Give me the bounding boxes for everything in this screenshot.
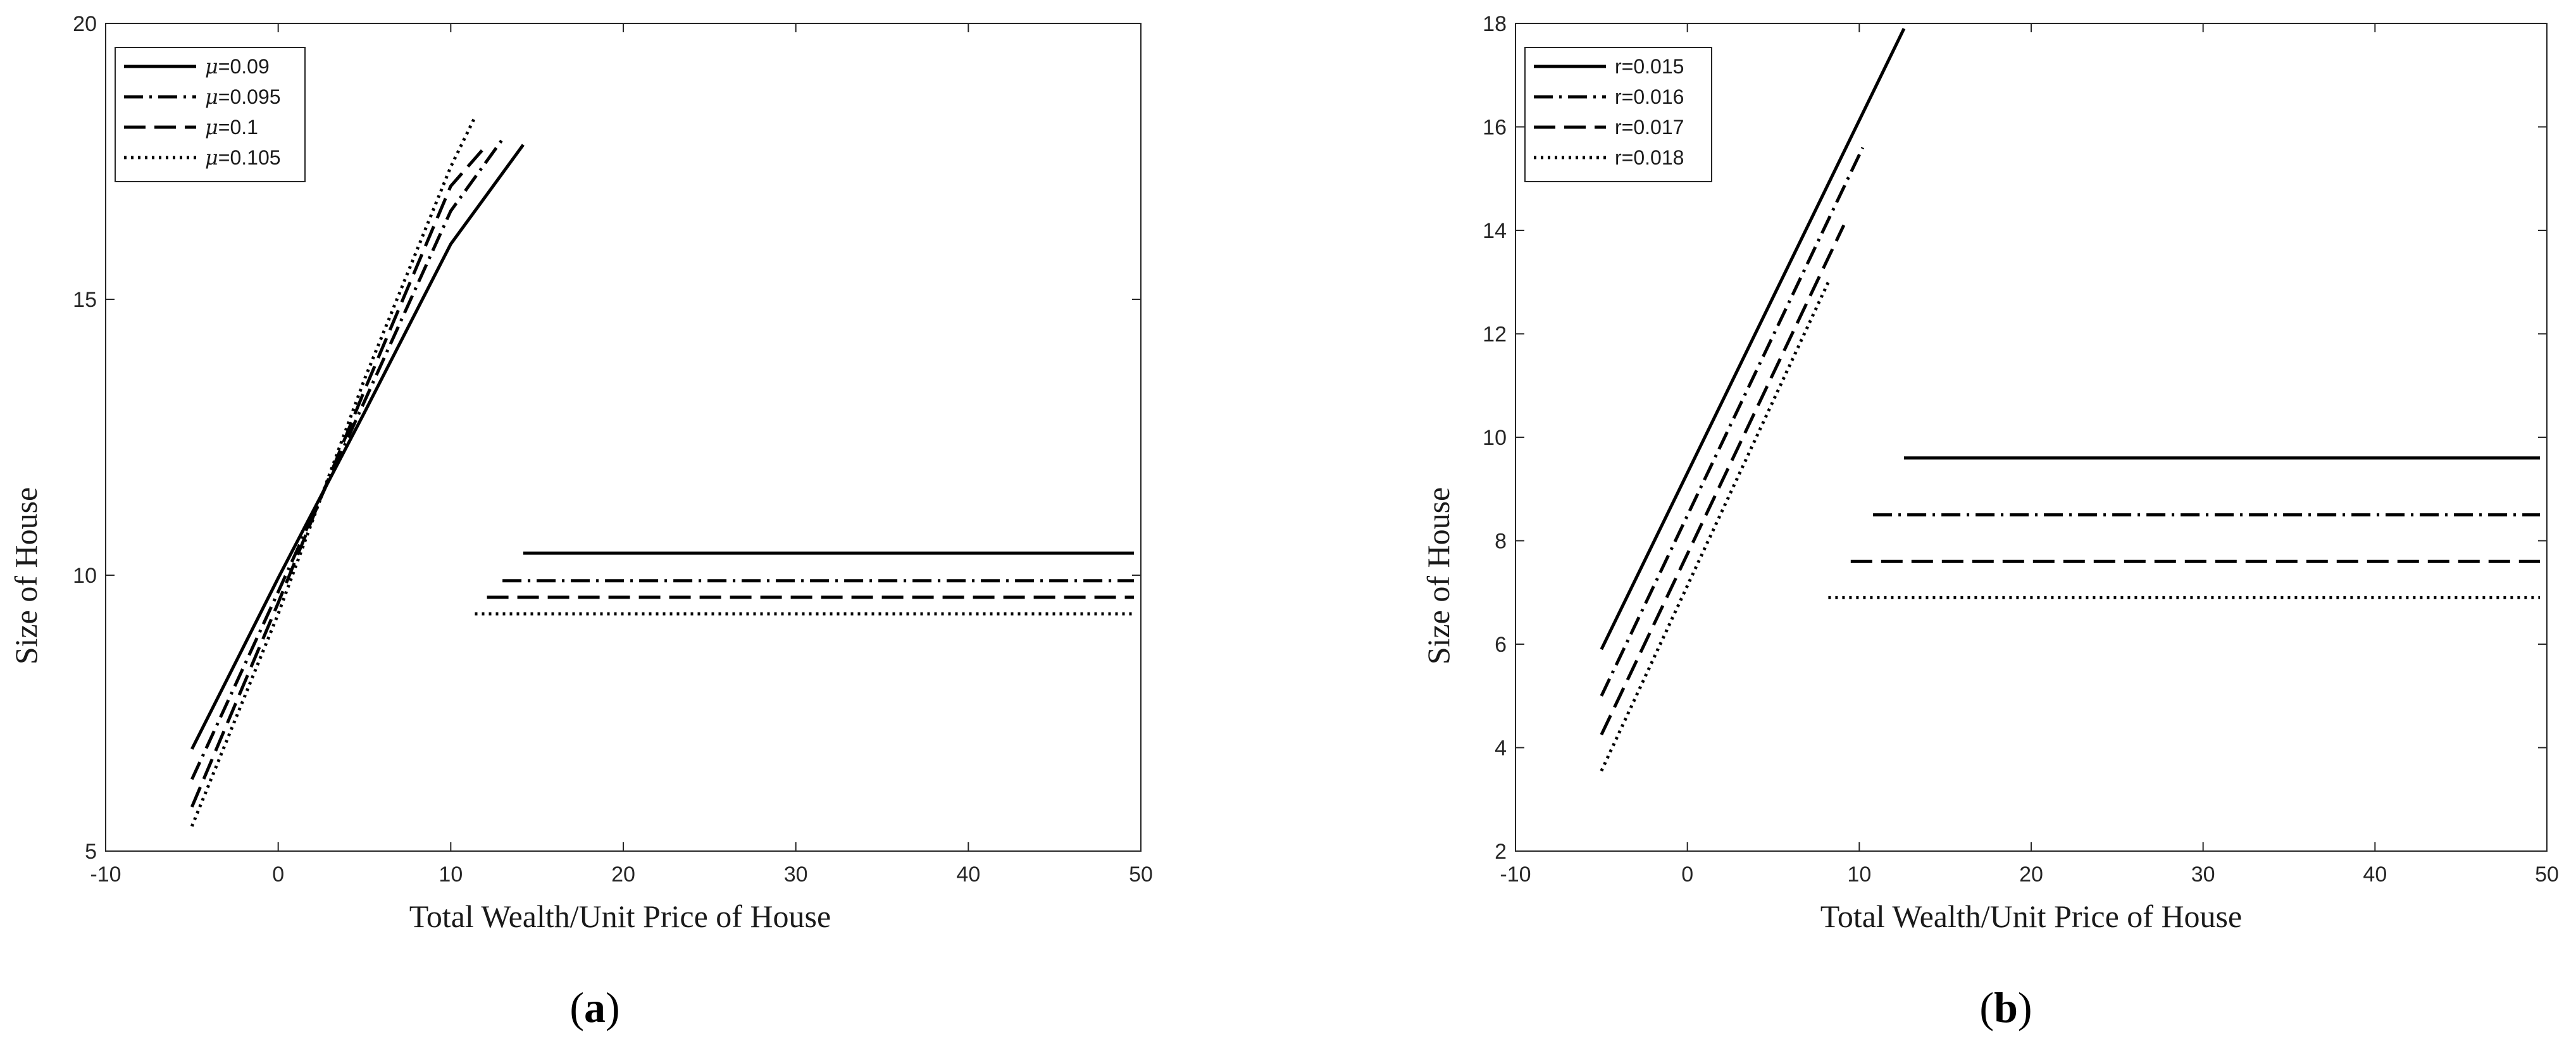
panel-b-series-3-line-1 bbox=[1600, 224, 1846, 736]
panel-a-plot: -10 0 10 20 30 40 505101520μ=0.09μ=0.095μ=0.1μ… bbox=[73, 12, 1153, 887]
panel-b-legend-label-3: r=0.017 bbox=[1615, 116, 1684, 139]
panel-b-y-tick-label: 14 bbox=[1483, 219, 1507, 243]
panel-b-x-tick-label: 30 bbox=[2191, 862, 2215, 887]
panel-a-y-axis-label: Size of House bbox=[8, 487, 44, 665]
panel-b-y-tick-label: 8 bbox=[1495, 530, 1507, 554]
panel-a-legend-label-3: μ=0.1 bbox=[205, 115, 258, 139]
panel-b-x-tick-label: 10 bbox=[1847, 862, 1871, 887]
panel-a-y-tick-label: 10 bbox=[73, 564, 97, 588]
panel-a-caption: (a) bbox=[569, 983, 619, 1031]
panel-b-legend: r=0.015 r=0.016 r=0.017 r=0.018 bbox=[1524, 47, 1712, 182]
panel-a-legend-label-4: μ=0.105 bbox=[205, 146, 281, 170]
panel-a-legend-value-3: =0.1 bbox=[218, 116, 258, 139]
panel-b-series-1-line-1 bbox=[1600, 28, 1906, 651]
panel-b-y-axis-label: Size of House bbox=[1421, 487, 1456, 665]
panel-b-y-tick-label: 16 bbox=[1483, 116, 1507, 140]
panel-b-x-axis-label: Total Wealth/Unit Price of House bbox=[1820, 899, 2242, 934]
panel-b-caption-letter: b bbox=[1994, 983, 2018, 1031]
panel-b-caption-close: ) bbox=[2018, 983, 2032, 1031]
panel-a-y-tick-label: 20 bbox=[73, 12, 97, 36]
panel-a-x-tick-label: 40 bbox=[956, 862, 980, 887]
panel-b-y-tick-label: 2 bbox=[1495, 840, 1507, 864]
panel-b-x-tick-label: 20 bbox=[2019, 862, 2043, 887]
panel-a-legend-symbol-3: μ bbox=[205, 115, 218, 139]
panel-a-legend-value-2: =0.095 bbox=[218, 85, 281, 108]
panel-b-y-tick-label: 12 bbox=[1483, 323, 1507, 347]
panel-a-legend-symbol-1: μ bbox=[205, 54, 218, 78]
panel-b-y-tick-label: 18 bbox=[1483, 12, 1507, 36]
panel-a-legend-value-1: =0.09 bbox=[218, 55, 270, 78]
panel-a-series-1-line-1 bbox=[190, 144, 525, 750]
panel-b-x-tick-label: 0 bbox=[1681, 862, 1693, 887]
panel-a-x-tick-label: 30 bbox=[784, 862, 808, 887]
panel-b-plot: -10 0 10 20 30 40 5024681012141618r=0.015r=0.0… bbox=[1483, 12, 2559, 887]
panel-b-legend-value-1: r=0.015 bbox=[1615, 55, 1684, 78]
panel-b-caption-open: ( bbox=[1979, 983, 1994, 1031]
panel-b-y-tick-label: 10 bbox=[1483, 426, 1507, 450]
panel-a-x-tick-label: -10 bbox=[90, 862, 121, 887]
panel-a-x-axis-label: Total Wealth/Unit Price of House bbox=[409, 899, 831, 934]
panel-a-legend-symbol-4: μ bbox=[205, 146, 218, 170]
panel-a-legend-label-2: μ=0.095 bbox=[205, 85, 281, 109]
panel-b-legend-box bbox=[1524, 47, 1712, 182]
panel-a-legend-value-4: =0.105 bbox=[218, 146, 281, 169]
panel-a: -10 0 10 20 30 40 505101520μ=0.09μ=0.095μ=0.1μ… bbox=[8, 12, 1153, 1031]
panel-b-legend-value-3: r=0.017 bbox=[1615, 116, 1684, 139]
panel-a-x-tick-label: 0 bbox=[272, 862, 284, 887]
panel-a-x-tick-label: 50 bbox=[1129, 862, 1153, 887]
panel-b: -10 0 10 20 30 40 5024681012141618r=0.015r=0.0… bbox=[1421, 12, 2559, 1031]
panel-a-legend-label-1: μ=0.09 bbox=[205, 54, 270, 78]
panel-a-y-tick-label: 5 bbox=[85, 840, 97, 864]
panel-b-legend-label-4: r=0.018 bbox=[1615, 146, 1684, 169]
panel-b-legend-label-2: r=0.016 bbox=[1615, 85, 1684, 108]
panel-a-legend-box bbox=[115, 47, 306, 182]
panel-b-y-tick-label: 6 bbox=[1495, 633, 1507, 657]
panel-a-caption-open: ( bbox=[569, 983, 584, 1031]
panel-a-x-tick-label: 10 bbox=[439, 862, 463, 887]
panel-a-x-tick-label: 20 bbox=[611, 862, 635, 887]
panel-b-x-tick-label: 40 bbox=[2363, 862, 2387, 887]
panel-a-legend-symbol-2: μ bbox=[205, 85, 218, 109]
panel-b-x-tick-label: -10 bbox=[1500, 862, 1531, 887]
panel-a-caption-close: ) bbox=[606, 983, 620, 1031]
panel-b-legend-value-4: r=0.018 bbox=[1615, 146, 1684, 169]
panel-b-x-tick-label: 50 bbox=[2535, 862, 2559, 887]
panel-a-y-tick-label: 15 bbox=[73, 288, 97, 312]
panel-b-caption: (b) bbox=[1979, 983, 2032, 1031]
panel-b-legend-label-1: r=0.015 bbox=[1615, 55, 1684, 78]
panel-b-legend-value-2: r=0.016 bbox=[1615, 85, 1684, 108]
panel-a-caption-letter: a bbox=[584, 983, 606, 1031]
panel-a-series-2-line-1 bbox=[190, 138, 504, 780]
panel-b-series-2-line-1 bbox=[1600, 147, 1865, 697]
panel-b-y-tick-label: 4 bbox=[1495, 737, 1507, 761]
